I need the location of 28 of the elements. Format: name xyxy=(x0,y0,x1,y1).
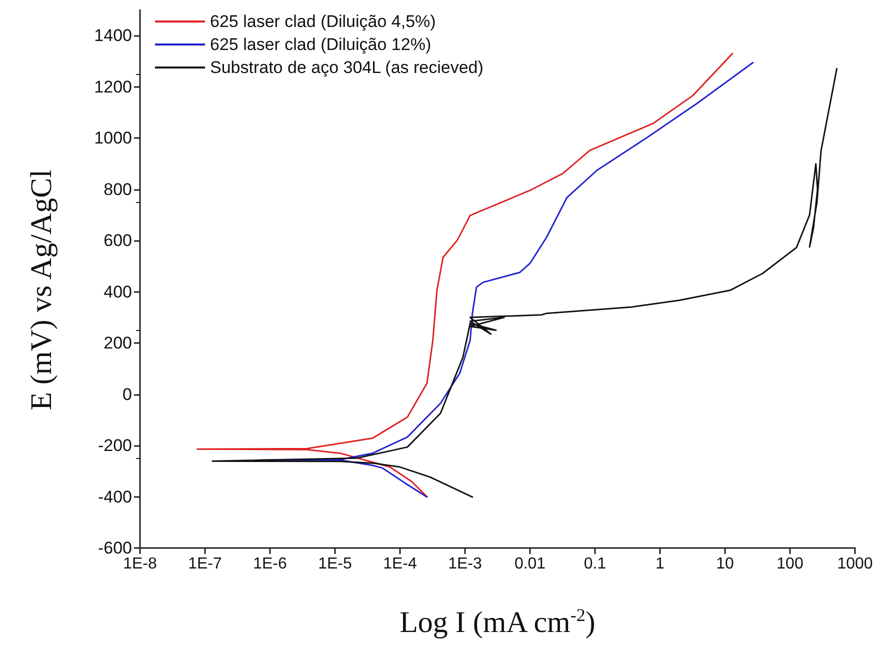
legend-label: Substrato de aço 304L (as recieved) xyxy=(210,58,484,77)
x-tick-label: 1E-3 xyxy=(448,556,482,572)
y-tick-label: 1200 xyxy=(94,77,132,96)
y-tick-label: -400 xyxy=(98,487,132,506)
x-tick-label: 1E-6 xyxy=(253,556,287,572)
x-tick-label: 100 xyxy=(776,556,804,572)
x-axis-title: Log I (mA cm$^{-2}$) xyxy=(398,605,596,640)
x-tick-label: 1E-8 xyxy=(123,556,157,572)
y-tick-label: 200 xyxy=(104,334,132,353)
x-tick-label: 1E-5 xyxy=(318,556,352,572)
legend-label: 625 laser clad (Diluição 4,5%) xyxy=(210,12,436,31)
y-axis-title: E (mV) vs Ag/AgCl xyxy=(25,170,59,410)
y-tick-label: 0 xyxy=(122,384,132,404)
y-tick-label: 1000 xyxy=(94,128,132,148)
x-tick-label: 0.01 xyxy=(514,556,546,572)
legend-label: 625 laser clad (Diluição 12%) xyxy=(210,35,432,54)
y-tick-label: 1400 xyxy=(94,26,132,46)
x-tick-label: 1E-7 xyxy=(188,556,222,572)
y-tick-label: -200 xyxy=(98,436,132,456)
x-tick-label: 10 xyxy=(716,556,734,572)
y-tick-label: 400 xyxy=(104,282,132,302)
x-tick-label: 1E-4 xyxy=(383,556,417,572)
x-tick-label: 1 xyxy=(656,556,665,572)
x-tick-label: 1000 xyxy=(837,556,873,572)
x-tick-label: 0.1 xyxy=(584,556,606,572)
y-tick-label: 800 xyxy=(104,180,132,199)
y-tick-label: -600 xyxy=(98,538,132,558)
y-tick-label: 600 xyxy=(104,231,132,250)
